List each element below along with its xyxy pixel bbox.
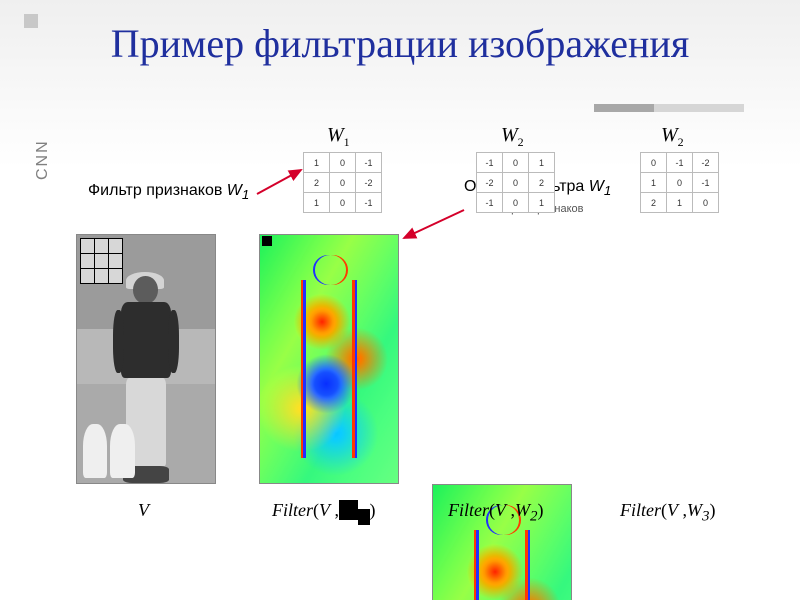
matrix-cell: 0 xyxy=(330,173,356,193)
matrix-cell: 1 xyxy=(641,173,667,193)
f2-ws: 2 xyxy=(530,509,538,525)
matrix-cell: -1 xyxy=(477,153,503,173)
W1-label: W1 xyxy=(327,124,350,150)
f1-w: W xyxy=(339,500,358,520)
cursor-marker xyxy=(262,236,272,246)
matrix-cell: 0 xyxy=(503,153,529,173)
matrix-cell: 0 xyxy=(330,153,356,173)
f2-v: V xyxy=(495,500,506,520)
f1-name: Filter xyxy=(272,500,313,520)
f3-w: W xyxy=(687,500,702,520)
bollard-1 xyxy=(83,424,108,479)
matrix-cell: 0 xyxy=(693,193,719,213)
arrow-from-response xyxy=(398,210,468,251)
kernel-overlay xyxy=(80,238,123,284)
accent-bar xyxy=(594,104,744,112)
person-torso xyxy=(121,302,171,378)
person-arm-left xyxy=(113,310,125,373)
matrix-W3: 0-1-210-1210 xyxy=(640,152,719,213)
accent-bar-dark xyxy=(594,104,654,112)
matrix-cell: 1 xyxy=(529,193,555,213)
matrix-cell: 0 xyxy=(330,193,356,213)
W2a-sub: 2 xyxy=(518,135,524,149)
matrix-cell: -1 xyxy=(477,193,503,213)
matrix-cell: 0 xyxy=(667,173,693,193)
W2b-sym: W xyxy=(661,124,678,146)
f1-v: V xyxy=(319,500,330,520)
f1-ws: 1 xyxy=(358,509,370,525)
filter2-label: Filter(V ,W2) xyxy=(448,500,544,526)
f3-name: Filter xyxy=(620,500,661,520)
filter3-label: Filter(V ,W3) xyxy=(620,500,716,526)
arrow-to-W1 xyxy=(255,190,315,225)
f3-v: V xyxy=(667,500,678,520)
matrix-cell: 1 xyxy=(304,153,330,173)
slide-root: Пример фильтрации изображения CNN W1 W2 … xyxy=(0,0,800,600)
matrix-cell: -1 xyxy=(356,153,382,173)
matrix-cell: 0 xyxy=(641,153,667,173)
feature-filter-sub: 1 xyxy=(242,187,249,202)
matrix-cell: -2 xyxy=(356,173,382,193)
matrix-cell: -2 xyxy=(693,153,719,173)
matrix-W2: -101 -202 -101 xyxy=(476,152,555,213)
filter-response-sub: 1 xyxy=(604,183,611,198)
matrix-cell: 1 xyxy=(667,193,693,213)
W2b-sub: 2 xyxy=(678,135,684,149)
W2b-label: W2 xyxy=(661,124,684,150)
f2-w: W xyxy=(515,500,530,520)
f3-ws: 3 xyxy=(702,509,710,525)
feature-filter-text: Фильтр признаков xyxy=(88,182,227,199)
filter-response-sym: W xyxy=(589,178,604,195)
matrix-cell: 2 xyxy=(529,173,555,193)
matrix-cell: -2 xyxy=(477,173,503,193)
filter1-label: Filter(V ,W1) xyxy=(272,500,376,526)
heat2-silhouette xyxy=(474,530,529,600)
W1-sym: W xyxy=(327,124,344,146)
bollard-2 xyxy=(110,424,135,479)
person-arm-right xyxy=(168,310,180,373)
matrix-cell: -1 xyxy=(693,173,719,193)
featuremap-1 xyxy=(259,234,399,484)
f2-name: Filter xyxy=(448,500,489,520)
matrix-cell: 0 xyxy=(503,193,529,213)
matrix-cell: -1 xyxy=(667,153,693,173)
person-head xyxy=(133,276,158,303)
slide-title: Пример фильтрации изображения xyxy=(0,20,800,67)
feature-filter-label: Фильтр признаков W1 xyxy=(88,182,249,202)
W2a-sym: W xyxy=(501,124,518,146)
matrix-cell: 2 xyxy=(641,193,667,213)
matrix-cell: 0 xyxy=(503,173,529,193)
W1-sub: 1 xyxy=(344,135,350,149)
W2a-label: W2 xyxy=(501,124,524,150)
V-label: V xyxy=(138,500,149,521)
matrix-cell: -1 xyxy=(356,193,382,213)
accent-bar-light xyxy=(654,104,744,112)
cnn-sidelabel: CNN xyxy=(34,139,52,180)
matrix-cell: 1 xyxy=(529,153,555,173)
heat1-silhouette xyxy=(301,280,356,459)
feature-filter-sym: W xyxy=(227,182,242,199)
